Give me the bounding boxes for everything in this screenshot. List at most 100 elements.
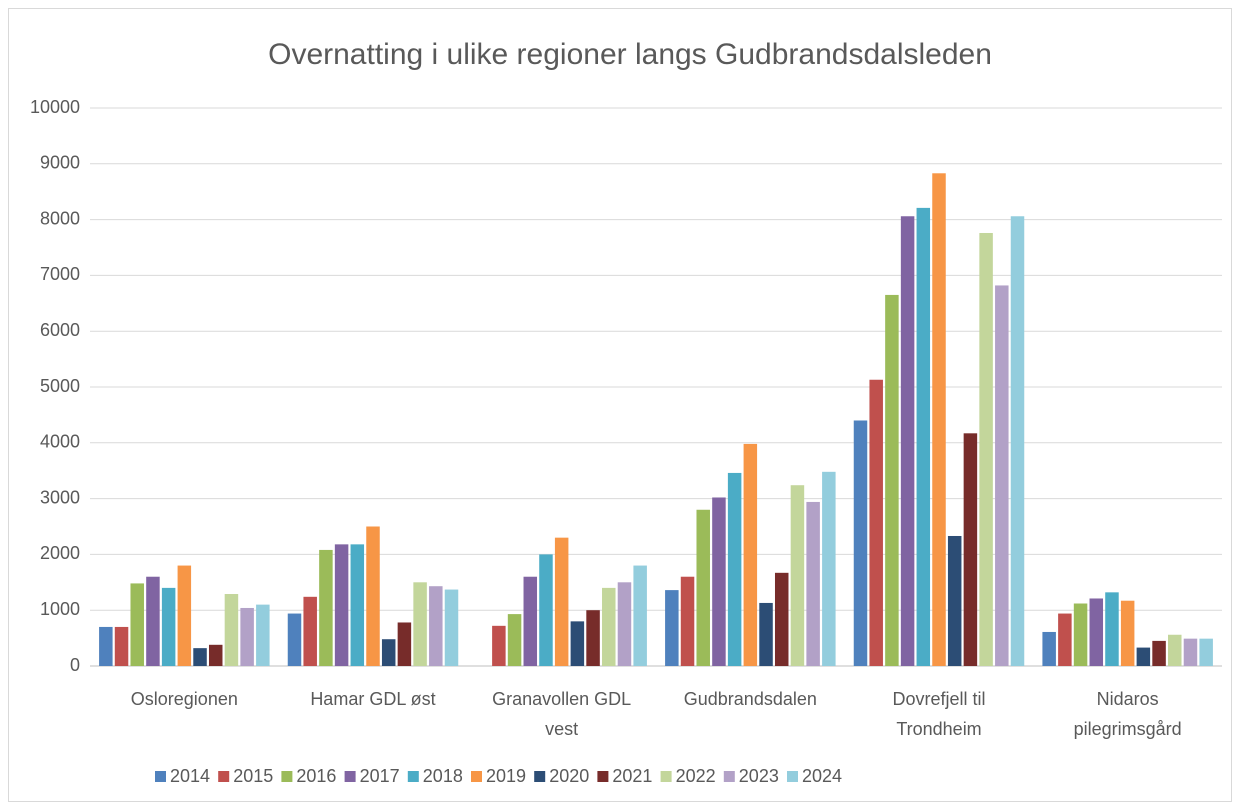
bar xyxy=(429,586,443,666)
bar xyxy=(586,610,600,666)
bar xyxy=(1136,647,1151,666)
bar xyxy=(554,537,569,666)
x-tick-label: Hamar GDL øst xyxy=(310,689,436,709)
bar xyxy=(712,497,726,666)
legend-label: 2014 xyxy=(170,766,210,786)
legend-label: 2024 xyxy=(802,766,842,786)
bar xyxy=(633,565,647,666)
bar xyxy=(696,509,710,666)
bar xyxy=(224,594,239,666)
bar xyxy=(1168,634,1182,666)
legend-swatch xyxy=(660,771,672,782)
bar xyxy=(1010,216,1025,666)
y-tick-label: 2000 xyxy=(40,543,80,563)
y-tick-label: 8000 xyxy=(40,208,80,228)
bar xyxy=(822,471,836,666)
bar xyxy=(523,576,538,666)
y-tick-label: 1000 xyxy=(40,599,80,619)
bar xyxy=(869,379,883,666)
y-tick-label: 7000 xyxy=(40,264,80,284)
bar xyxy=(900,216,915,666)
bar xyxy=(539,554,553,666)
legend-swatch xyxy=(407,771,419,782)
x-tick-label: Granavollen GDL vest xyxy=(492,689,632,739)
bar xyxy=(193,648,207,666)
legend-swatch xyxy=(344,771,356,782)
bar xyxy=(114,626,129,666)
bar xyxy=(492,625,506,666)
y-tick-label: 4000 xyxy=(40,432,80,452)
legend-swatch xyxy=(597,771,609,782)
chart-title: Overnatting i ulike regioner langs Gudbr… xyxy=(268,38,992,71)
y-tick-label: 6000 xyxy=(40,320,80,340)
legend-label: 2017 xyxy=(360,766,400,786)
legend-label: 2022 xyxy=(676,766,716,786)
bar xyxy=(444,589,459,666)
bar xyxy=(790,485,805,666)
y-tick-label: 5000 xyxy=(40,376,80,396)
bar xyxy=(303,596,317,666)
bar xyxy=(1073,603,1088,666)
bar xyxy=(885,294,899,666)
bar xyxy=(1089,598,1104,666)
bar xyxy=(161,587,176,666)
legend-label: 2016 xyxy=(296,766,336,786)
bar xyxy=(1105,592,1119,666)
bar xyxy=(680,576,695,666)
bar xyxy=(130,583,144,666)
bar xyxy=(350,544,365,666)
legend-swatch xyxy=(534,771,546,782)
bar xyxy=(806,501,820,666)
bar xyxy=(570,621,585,666)
legend-label: 2023 xyxy=(739,766,779,786)
bar xyxy=(1199,638,1213,666)
legend-label: 2015 xyxy=(233,766,273,786)
bar xyxy=(1058,613,1072,666)
x-tick-label: Osloregionen xyxy=(130,689,238,709)
bar xyxy=(381,639,396,666)
bar xyxy=(366,526,380,666)
bar xyxy=(319,549,333,666)
bar xyxy=(617,582,632,666)
x-tick-label: Nidaros pilegrimsgård xyxy=(1073,689,1182,739)
bar xyxy=(727,472,742,666)
legend-swatch xyxy=(218,771,230,782)
legend-swatch xyxy=(471,771,482,782)
bar xyxy=(256,604,270,666)
bar xyxy=(208,644,223,666)
bar xyxy=(334,544,349,666)
chart-border xyxy=(8,8,1232,802)
bar xyxy=(665,590,679,666)
bar xyxy=(146,576,160,666)
legend-swatch xyxy=(723,771,735,782)
legend-swatch xyxy=(281,771,293,782)
y-tick-label: 9000 xyxy=(40,153,80,173)
bar xyxy=(932,173,946,666)
bar xyxy=(1152,640,1166,666)
bar xyxy=(743,443,758,666)
bar xyxy=(177,565,192,666)
bar xyxy=(240,607,254,666)
bar xyxy=(1042,631,1056,666)
bar xyxy=(774,572,789,666)
bar xyxy=(602,587,616,666)
bar xyxy=(963,433,978,666)
bar xyxy=(853,420,868,666)
y-tick-label: 10000 xyxy=(30,97,80,117)
legend-label: 2021 xyxy=(612,766,652,786)
bar xyxy=(99,626,113,666)
legend-label: 2018 xyxy=(423,766,463,786)
bar xyxy=(1120,600,1135,666)
bar xyxy=(507,614,522,666)
bar xyxy=(995,285,1009,666)
bar xyxy=(1183,638,1198,666)
y-tick-label: 0 xyxy=(70,655,80,675)
bar xyxy=(979,232,993,666)
x-tick-label: Dovrefjell til Trondheim xyxy=(892,689,986,739)
bar xyxy=(413,582,427,666)
x-tick-label: Gudbrandsdalen xyxy=(683,689,817,709)
y-tick-label: 3000 xyxy=(40,487,80,507)
legend-swatch xyxy=(155,771,166,782)
